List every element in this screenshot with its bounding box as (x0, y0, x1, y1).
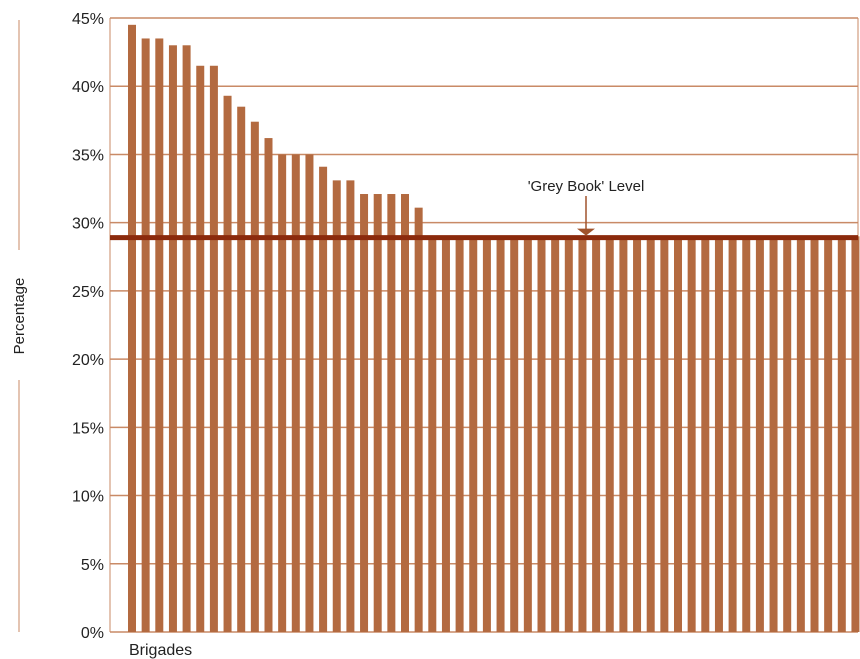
bars (128, 24, 860, 633)
bar (373, 194, 382, 632)
y-tick-label: 15% (72, 420, 104, 437)
x-axis-label: Brigades (129, 642, 192, 659)
bar (237, 106, 246, 632)
y-tick-label: 45% (72, 11, 104, 28)
bar (196, 65, 205, 632)
y-tick-label: 10% (72, 489, 104, 506)
bar (551, 236, 560, 632)
bar (414, 207, 423, 632)
y-tick-label: 5% (81, 557, 104, 574)
bar (646, 236, 655, 632)
y-tick-label: 35% (72, 147, 104, 164)
bar (182, 45, 191, 633)
bar (250, 121, 259, 632)
bar (796, 236, 805, 632)
bar (714, 236, 723, 632)
bar (209, 65, 218, 632)
bar (441, 236, 450, 632)
bar (605, 236, 614, 632)
bar (810, 236, 819, 632)
bar (319, 166, 328, 632)
bar (674, 236, 682, 632)
bar (264, 138, 273, 632)
bar (564, 236, 573, 632)
bar (755, 236, 764, 632)
bar (291, 154, 300, 632)
bar (578, 236, 587, 632)
bar (769, 236, 778, 632)
bar (128, 24, 136, 632)
y-axis-title-group: Percentage (11, 20, 28, 632)
bar (742, 236, 751, 632)
bar (360, 194, 369, 632)
bar (728, 236, 737, 632)
bar (387, 194, 396, 632)
bar (660, 236, 669, 632)
bar (346, 180, 355, 632)
y-tick-label: 30% (72, 216, 104, 233)
bar (428, 236, 437, 632)
bar (619, 236, 628, 632)
y-tick-labels: 0% 5% 10% 15% 20% 25% 30% 35% 40% 45% (72, 11, 104, 642)
bar (155, 38, 164, 633)
bar (837, 236, 846, 632)
bar (455, 236, 464, 632)
bar (168, 45, 177, 633)
y-tick-label: 20% (72, 352, 104, 369)
y-tick-label: 0% (81, 625, 104, 642)
bar (496, 236, 505, 632)
bar (592, 236, 601, 632)
bar (510, 236, 519, 632)
bar (141, 38, 150, 633)
bar (482, 236, 491, 632)
bar (523, 236, 532, 632)
annotation-arrow-head (577, 228, 595, 236)
bar (223, 95, 232, 632)
bar (687, 236, 696, 632)
bar (469, 236, 478, 632)
bar (701, 236, 710, 632)
y-tick-label: 40% (72, 79, 104, 96)
bar (824, 236, 833, 632)
bar (332, 180, 341, 632)
y-tick-label: 25% (72, 284, 104, 301)
reference-line-group: 'Grey Book' Level (110, 178, 858, 241)
bar (537, 236, 546, 632)
bar (278, 154, 287, 632)
bar (851, 236, 860, 632)
bar (305, 154, 314, 632)
bar (633, 236, 642, 632)
y-axis-title: Percentage (11, 278, 28, 355)
bar (783, 236, 792, 632)
reference-line-label: 'Grey Book' Level (528, 178, 645, 195)
bar (401, 194, 409, 632)
